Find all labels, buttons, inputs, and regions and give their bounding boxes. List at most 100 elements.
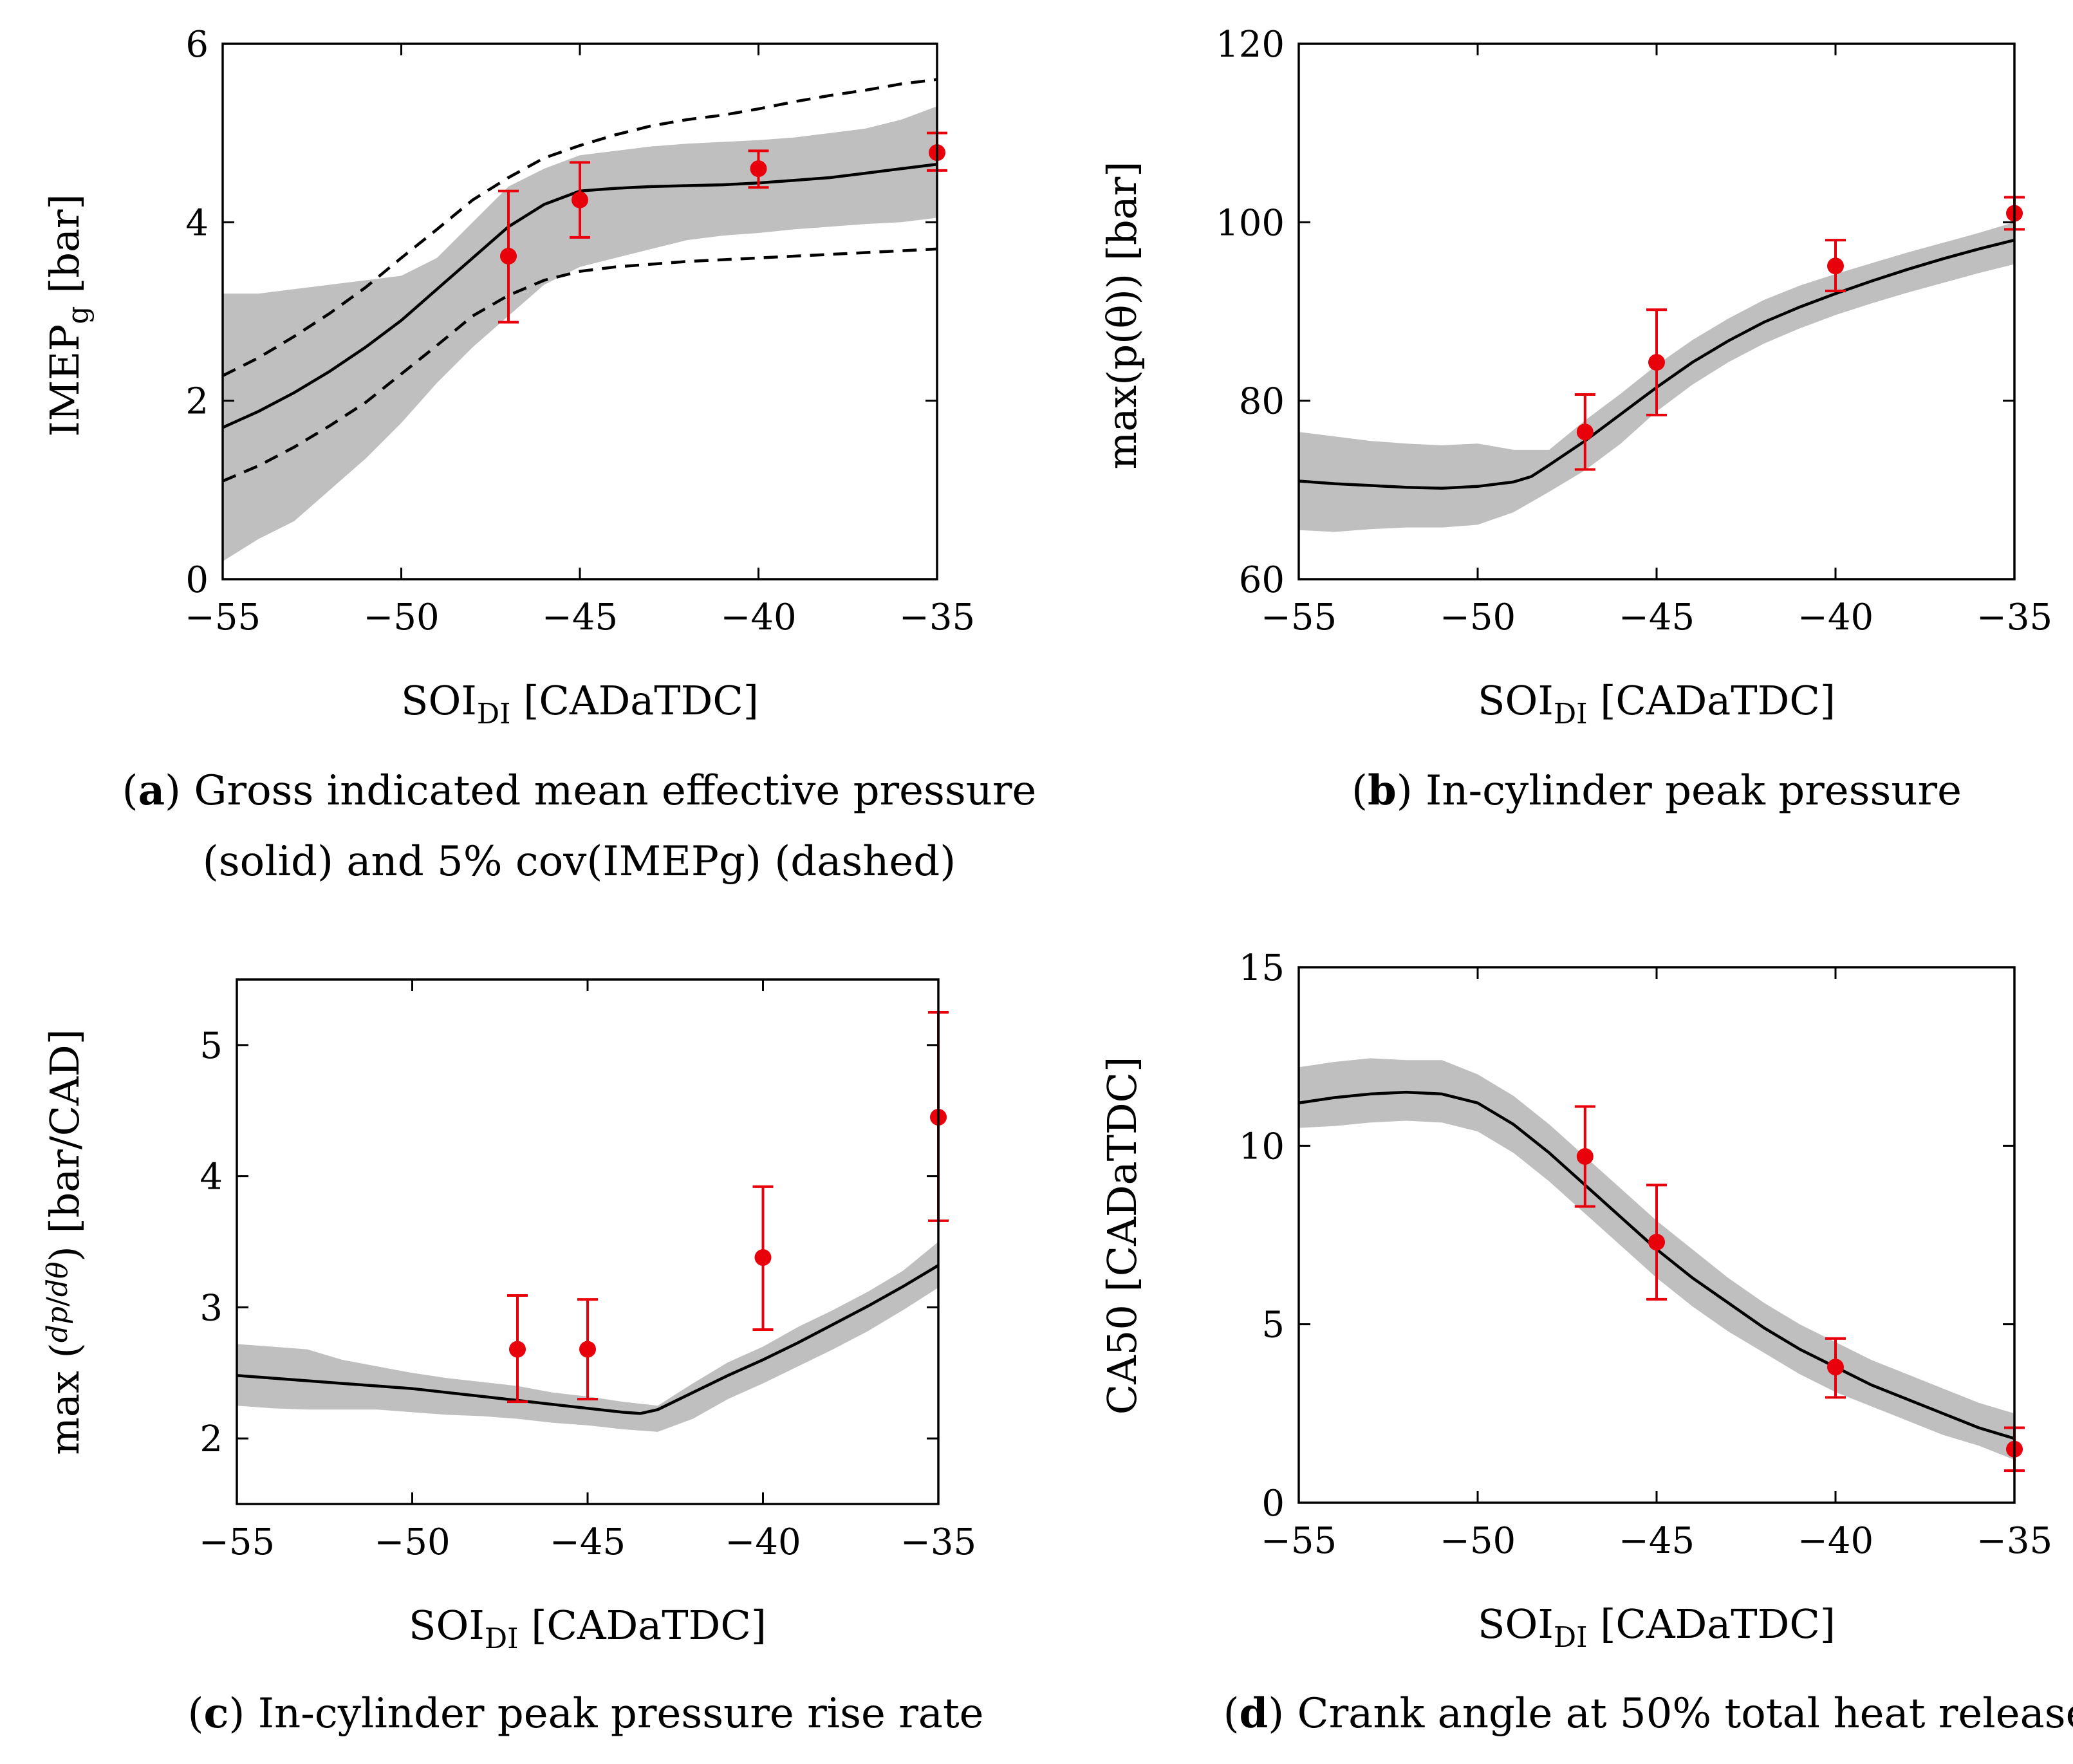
caption-label: c	[203, 1689, 228, 1738]
y-tick-label: 80	[1239, 381, 1285, 423]
caption-paren: (	[122, 767, 138, 815]
y-tick-label: 2	[200, 1418, 223, 1460]
dashed-upper-line	[223, 78, 937, 377]
y-axis-label: max (dp/dθ) [bar/CAD]	[41, 1029, 88, 1455]
x-tick-label: −35	[900, 1521, 976, 1563]
y-axis-label-unit: [bar]	[41, 194, 88, 306]
model-line	[1299, 238, 2014, 490]
model-line	[237, 1264, 938, 1415]
data-marker	[754, 1249, 772, 1266]
x-tick-label: −55	[1261, 1520, 1337, 1562]
y-tick-label: 15	[1239, 947, 1285, 989]
caption-paren: (	[1352, 767, 1368, 815]
caption-label: b	[1368, 766, 1397, 815]
experiment-point-3	[752, 1185, 774, 1332]
y-axis-label-sub: g	[62, 306, 95, 324]
y-tick-label: 0	[185, 559, 209, 601]
data-marker	[750, 160, 767, 178]
caption-line-2: (solid) and 5% cov(IMEPg) (dashed)	[203, 838, 956, 886]
caption-paren: )	[1268, 1690, 1297, 1738]
y-tick-label: 100	[1216, 202, 1285, 244]
x-axis-label-main: SOI	[401, 677, 477, 724]
data-marker	[579, 1341, 596, 1358]
panel-a: −55 −50 −45 −40 −35 0 2 4 6 SOIDI [CADaTDC] IMEPg …	[41, 24, 1036, 886]
data-marker	[1827, 257, 1844, 275]
y-axis-label-frac-bar: /	[41, 1297, 74, 1306]
caption-line-1: (b) In-cylinder peak pressure	[1352, 766, 1962, 815]
y-axis-label-main: CA50	[1099, 1304, 1146, 1415]
x-tick-label: −40	[1798, 597, 1873, 638]
x-axis-label-unit: [CADaTDC]	[518, 1602, 766, 1649]
x-tick-label: −50	[363, 597, 439, 638]
x-axis-label: SOIDI [CADaTDC]	[401, 677, 759, 730]
x-axis-label-main: SOI	[1478, 1601, 1554, 1648]
experiment-point-3	[1825, 239, 1846, 293]
x-tick-label: −50	[1440, 597, 1516, 638]
x-axis-label: SOIDI [CADaTDC]	[409, 1602, 767, 1655]
x-tick-label: −40	[720, 597, 796, 638]
experiment-point-3	[1825, 1337, 1846, 1399]
y-axis-label-main: max (	[41, 1342, 88, 1455]
y-axis-label-main: IMEP	[41, 324, 88, 437]
x-tick-label: −45	[550, 1521, 626, 1563]
caption-paren: )	[165, 767, 194, 815]
x-axis-label-unit: [CADaTDC]	[1587, 1601, 1835, 1648]
y-tick-label: 0	[1261, 1483, 1285, 1525]
x-tick-label: −55	[1261, 597, 1337, 638]
x-tick-label: −40	[725, 1521, 801, 1563]
data-marker	[1648, 354, 1665, 371]
y-axis-label-frac-den: dθ	[41, 1261, 74, 1297]
uncertainty-band	[237, 1241, 938, 1432]
caption-paren: )	[228, 1690, 257, 1738]
data-marker	[1648, 1234, 1665, 1251]
y-tick-label: 120	[1216, 24, 1285, 66]
data-marker	[1827, 1359, 1844, 1376]
caption-line-1: (a) Gross indicated mean effective press…	[122, 766, 1037, 815]
experiment-point-1	[498, 189, 519, 324]
caption-line-1: (c) In-cylinder peak pressure rise rate	[187, 1689, 983, 1738]
x-tick-label: −55	[199, 1521, 275, 1563]
x-tick-label: −35	[899, 597, 975, 638]
caption-label: d	[1240, 1689, 1269, 1738]
experiment-point-2	[1646, 308, 1667, 416]
y-tick-label: 5	[200, 1025, 223, 1067]
caption-paren: )	[1397, 767, 1426, 815]
y-tick-label: 4	[200, 1156, 223, 1198]
experiment-point-2	[1646, 1184, 1667, 1301]
x-axis-label-main: SOI	[1478, 677, 1554, 724]
x-axis-label-sub: DI	[1554, 1621, 1588, 1654]
y-tick-label: 10	[1239, 1126, 1285, 1167]
y-tick-label: 3	[200, 1287, 223, 1329]
caption-text: (solid) and 5% cov(IMEPg) (dashed)	[203, 838, 956, 886]
caption-text: Crank angle at 50% total heat release	[1297, 1690, 2073, 1738]
x-axis-label-main: SOI	[409, 1602, 485, 1649]
caption-paren: (	[187, 1690, 203, 1738]
experiment-point-2	[570, 161, 590, 239]
x-axis-label-unit: [CADaTDC]	[510, 677, 758, 724]
x-axis-label-sub: DI	[485, 1622, 519, 1655]
x-axis-label: SOIDI [CADaTDC]	[1478, 1601, 1836, 1654]
y-tick-label: 6	[185, 24, 209, 66]
x-tick-label: −45	[1619, 1520, 1695, 1562]
y-axis-label-main: max(p(θ))	[1099, 274, 1146, 470]
caption-line-1: (d) Crank angle at 50% total heat releas…	[1223, 1689, 2073, 1738]
uncertainty-band	[223, 106, 937, 562]
y-tick-label: 2	[185, 381, 209, 423]
data-marker	[1576, 423, 1594, 441]
data-marker	[572, 191, 588, 209]
y-axis-label: CA50 [CADaTDC]	[1099, 1057, 1146, 1415]
plot-area	[223, 78, 937, 562]
y-axis-label-unit: ) [bar/CAD]	[41, 1029, 88, 1261]
caption-paren: (	[1223, 1690, 1240, 1738]
dashed-lower-line	[223, 247, 937, 483]
x-axis-label-sub: DI	[1554, 698, 1588, 730]
caption-text: In-cylinder peak pressure	[1426, 767, 1962, 815]
y-axis-label: max(p(θ)) [bar]	[1099, 162, 1146, 470]
experiment-point-3	[748, 149, 769, 189]
y-tick-label: 4	[185, 202, 209, 244]
x-tick-label: −45	[542, 597, 618, 638]
x-axis-label: SOIDI [CADaTDC]	[1478, 677, 1836, 730]
caption-label: a	[138, 766, 165, 815]
